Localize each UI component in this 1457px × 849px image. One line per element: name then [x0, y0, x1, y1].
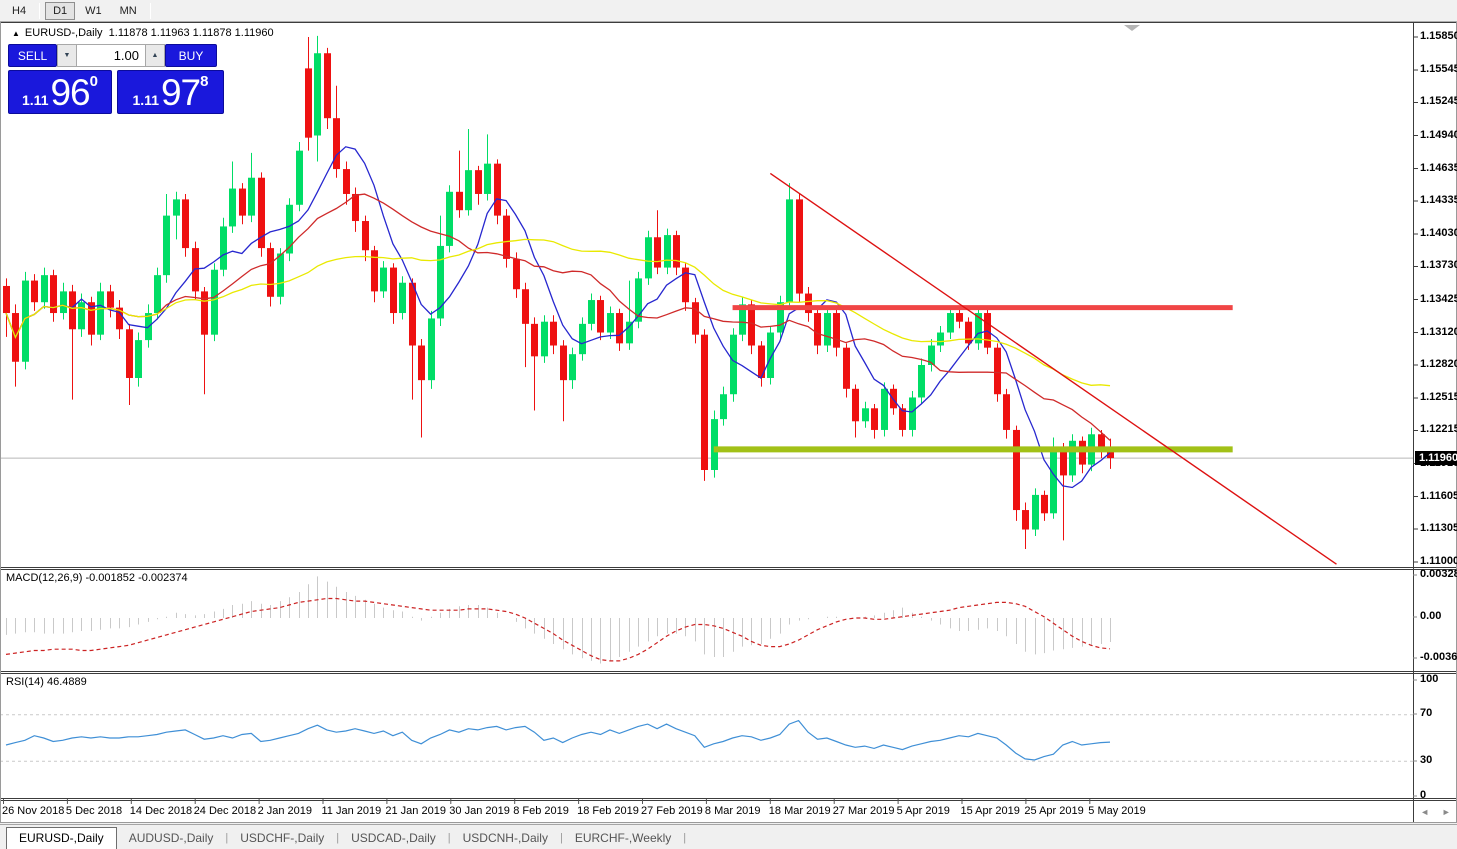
price-axis-label: 1.14940 — [1420, 128, 1457, 141]
chart-tab-eurchf-weekly[interactable]: EURCHF-,Weekly — [574, 831, 672, 845]
price-axis-label: 1.15545 — [1420, 63, 1457, 76]
date-axis-label: 21 Jan 2019 — [385, 805, 446, 817]
date-axis-label: 14 Dec 2018 — [129, 805, 193, 817]
price-axis-label: 1.12215 — [1420, 423, 1457, 436]
symbol-direction-icon: ▲ — [12, 29, 20, 38]
chart-tab-bar: EURUSD-,Daily AUDUSD-,Daily | USDCHF-,Daily… — [0, 824, 1457, 849]
toolbar-separator — [149, 2, 151, 19]
price-axis-label: 1.14335 — [1420, 193, 1457, 206]
chart-tab-usdcad-daily[interactable]: USDCAD-,Daily — [351, 831, 436, 845]
buy-button[interactable]: BUY — [165, 44, 217, 67]
indicator-axis-label: 0.003287 — [1420, 568, 1457, 580]
price-axis-label: 1.12820 — [1420, 357, 1457, 370]
timeframe-button-d1[interactable]: D1 — [45, 1, 76, 20]
tab-separator: | — [336, 832, 340, 844]
price-axis-label: 1.13120 — [1420, 325, 1457, 338]
price-axis-label: 1.15850 — [1420, 30, 1457, 42]
date-axis-label: 8 Feb 2019 — [513, 805, 569, 817]
tab-separator: | — [447, 832, 451, 844]
price-axis-label: 1.14030 — [1420, 227, 1457, 239]
date-axis-label: 8 Mar 2019 — [704, 805, 761, 817]
date-axis-label: 27 Mar 2019 — [832, 805, 895, 817]
date-axis-label: 5 Dec 2018 — [65, 805, 123, 817]
sell-price-big-digits: 96 — [50, 72, 90, 113]
chart-tab-audusd-daily[interactable]: AUDUSD-,Daily — [128, 831, 214, 845]
chart-tab-eurusd-daily[interactable]: EURUSD-,Daily — [6, 827, 117, 849]
indicator-axis-label: 0 — [1420, 789, 1427, 801]
date-axis-label: 2 Jan 2019 — [257, 805, 313, 817]
indicator-axis-label: 0.00 — [1420, 610, 1442, 622]
date-axis-label: 11 Jan 2019 — [321, 805, 382, 817]
one-click-trade-panel: SELL ▼ ▲ BUY 1.11 96 0 1.11 97 8 — [8, 44, 224, 114]
buy-price-prefix: 1.11 — [132, 92, 159, 108]
price-axis-label: 1.13730 — [1420, 259, 1457, 272]
buy-price-pip-digit: 8 — [200, 73, 209, 90]
date-axis-label: 24 Dec 2018 — [193, 805, 257, 817]
tab-separator: | — [683, 832, 687, 844]
chart-ohlc-values: 1.11878 1.11963 1.11878 1.11960 — [108, 27, 274, 39]
sell-button[interactable]: SELL — [8, 44, 57, 67]
chart-symbol-label: EURUSD-,Daily — [24, 27, 103, 39]
price-axis-label: 1.11000 — [1420, 555, 1457, 567]
price-axis-label: 1.11605 — [1420, 489, 1457, 502]
tab-separator: | — [559, 832, 563, 844]
indicator-axis-label: -0.00365 — [1420, 651, 1457, 663]
current-price-badge: 1.11960 — [1415, 451, 1457, 466]
timeframe-button-h4[interactable]: H4 — [12, 4, 27, 17]
chart-tab-usdcnh-daily[interactable]: USDCNH-,Daily — [462, 831, 548, 845]
date-axis-label: 25 Apr 2019 — [1024, 805, 1084, 817]
date-axis-label: 15 Apr 2019 — [960, 805, 1020, 817]
chart-tab-usdchf-daily[interactable]: USDCHF-,Daily — [240, 831, 325, 845]
date-axis-label: 27 Feb 2019 — [641, 805, 703, 817]
price-axis-label: 1.14635 — [1420, 161, 1457, 174]
timeframe-button-mn[interactable]: MN — [119, 4, 137, 17]
horizontal-scrollbar: ◄ ► — [1414, 802, 1457, 822]
price-axis-label: 1.15245 — [1420, 95, 1457, 108]
sell-price-pip-digit: 0 — [89, 73, 98, 90]
rsi-indicator-label: RSI(14) 46.4889 — [6, 676, 87, 688]
sell-price-prefix: 1.11 — [22, 92, 49, 108]
indicator-axis-label: 70 — [1420, 707, 1433, 719]
chart-title: ▲ EURUSD-,Daily 1.11878 1.11963 1.11878 1… — [12, 27, 274, 39]
scroll-left-icon[interactable]: ◄ — [1420, 807, 1430, 817]
toolbar-separator — [39, 2, 41, 19]
date-axis-label: 5 Apr 2019 — [896, 805, 950, 817]
indicator-axis-label: 30 — [1420, 754, 1433, 766]
price-axis-label: 1.11305 — [1420, 521, 1457, 534]
date-axis-label: 26 Nov 2018 — [2, 805, 65, 817]
sell-price-display[interactable]: 1.11 96 0 — [8, 70, 112, 114]
volume-input[interactable] — [77, 44, 145, 67]
timeframe-button-w1[interactable]: W1 — [85, 4, 102, 17]
volume-increase-button[interactable]: ▲ — [145, 44, 165, 67]
price-axis-label: 1.13425 — [1420, 292, 1457, 305]
buy-price-big-digits: 97 — [160, 72, 201, 113]
tab-separator: | — [225, 832, 229, 844]
timeframe-toolbar: H4 D1 W1 MN — [0, 0, 1457, 22]
price-axis-label: 1.12515 — [1420, 391, 1457, 403]
date-axis-label: 30 Jan 2019 — [449, 805, 510, 817]
scroll-right-icon[interactable]: ► — [1441, 807, 1451, 817]
date-axis-label: 18 Feb 2019 — [577, 805, 639, 817]
buy-price-display[interactable]: 1.11 97 8 — [117, 70, 224, 114]
date-axis-label: 5 May 2019 — [1088, 805, 1146, 817]
date-axis-label: 18 Mar 2019 — [768, 805, 831, 817]
macd-indicator-label: MACD(12,26,9) -0.001852 -0.002374 — [6, 572, 188, 584]
indicator-axis-label: 100 — [1420, 673, 1439, 685]
volume-decrease-button[interactable]: ▼ — [57, 44, 77, 67]
